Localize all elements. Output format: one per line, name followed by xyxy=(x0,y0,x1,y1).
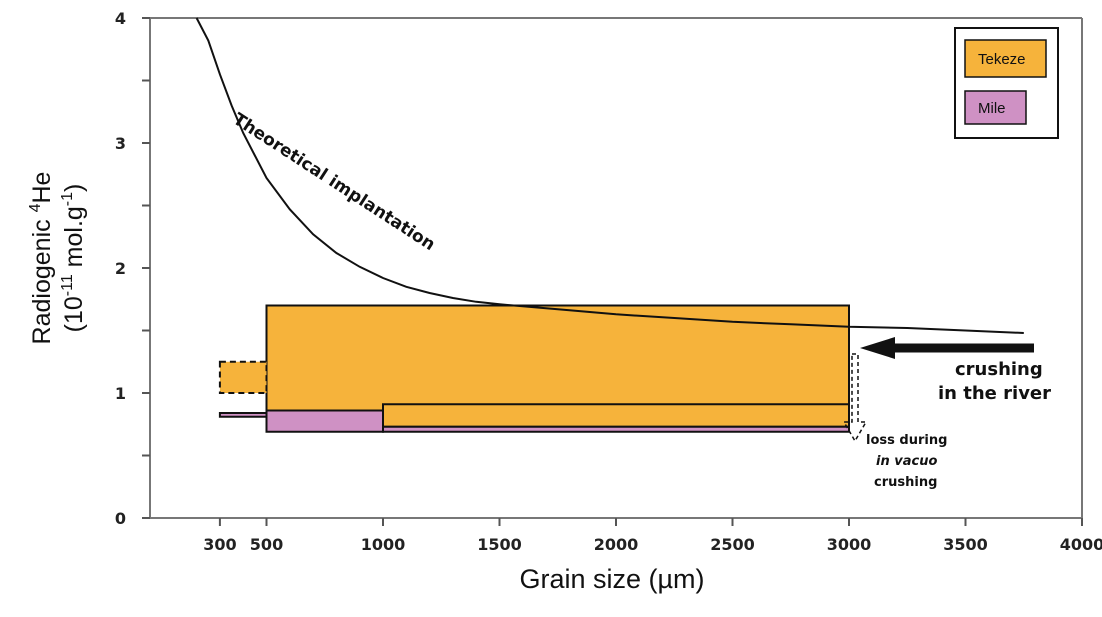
y-axis-title-line1: Radiogenic 4He xyxy=(27,172,56,345)
y-axis-title-line2: (10-11 mol.g-1) xyxy=(59,184,88,333)
y-tick-label: 2 xyxy=(115,259,126,278)
loss-label-line1: loss during xyxy=(866,433,947,448)
theoretical-implantation-label: Theoretical implantation xyxy=(229,109,438,255)
x-tick-label: 3500 xyxy=(943,535,988,554)
x-tick-label: 1500 xyxy=(477,535,522,554)
crushing-label-line2: in the river xyxy=(938,383,1051,404)
legend-label-tekeze: Tekeze xyxy=(978,51,1026,68)
x-axis-title: Grain size (µm) xyxy=(519,564,704,594)
range-bars xyxy=(218,304,850,433)
crushing-arrow-head xyxy=(860,337,895,359)
y-ticks: 0 1 2 3 4 xyxy=(115,9,150,528)
range-bar-mile xyxy=(382,425,850,433)
y-tick-label: 0 xyxy=(115,509,126,528)
y-tick-label: 4 xyxy=(115,9,126,28)
x-tick-label: 2000 xyxy=(594,535,639,554)
legend: Tekeze Mile xyxy=(954,27,1059,139)
x-tick-label: 2500 xyxy=(710,535,755,554)
legend-swatch-tekeze xyxy=(964,39,1047,78)
range-bar-mile xyxy=(218,412,268,418)
range-bar-tekeze xyxy=(382,403,850,428)
x-ticks: 300 500 1000 1500 2000 2500 3000 3500 4000 xyxy=(203,518,1102,554)
legend-label-mile: Mile xyxy=(978,100,1006,117)
y-tick-label: 3 xyxy=(115,134,126,153)
crushing-label-line1: crushing xyxy=(955,359,1043,380)
legend-swatch-mile xyxy=(964,90,1027,125)
x-tick-label: 3000 xyxy=(827,535,872,554)
loss-arrow xyxy=(842,353,868,443)
loss-label-line3: crushing xyxy=(874,475,937,490)
loss-label-line2: in vacuo xyxy=(876,454,937,469)
y-axis-title: Radiogenic 4He (10-11 mol.g-1) xyxy=(27,172,88,345)
range-bar-tekeze xyxy=(265,304,850,413)
range-bar-tekeze xyxy=(218,360,268,394)
theoretical-implantation-curve xyxy=(195,17,1024,334)
x-tick-label: 500 xyxy=(250,535,283,554)
range-bar-mile xyxy=(265,409,384,433)
x-tick-label: 1000 xyxy=(361,535,406,554)
x-tick-label: 4000 xyxy=(1060,535,1102,554)
x-tick-label: 300 xyxy=(203,535,236,554)
y-tick-label: 1 xyxy=(115,384,126,403)
